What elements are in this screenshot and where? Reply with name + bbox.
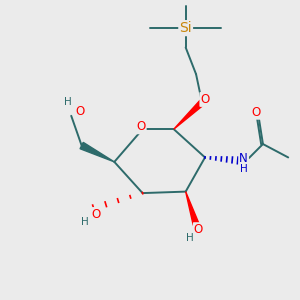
Polygon shape [186, 192, 199, 225]
Text: N: N [239, 152, 248, 164]
Text: H: H [81, 217, 89, 227]
Text: H: H [64, 98, 71, 107]
Text: O: O [194, 223, 203, 236]
Text: H: H [240, 164, 248, 174]
Text: H: H [186, 233, 194, 243]
Polygon shape [174, 100, 204, 129]
Text: O: O [91, 208, 100, 221]
Text: O: O [251, 106, 261, 119]
Text: O: O [136, 120, 146, 133]
Text: O: O [75, 105, 84, 118]
Polygon shape [80, 142, 114, 162]
Text: Si: Si [179, 21, 192, 35]
Text: O: O [200, 93, 210, 106]
